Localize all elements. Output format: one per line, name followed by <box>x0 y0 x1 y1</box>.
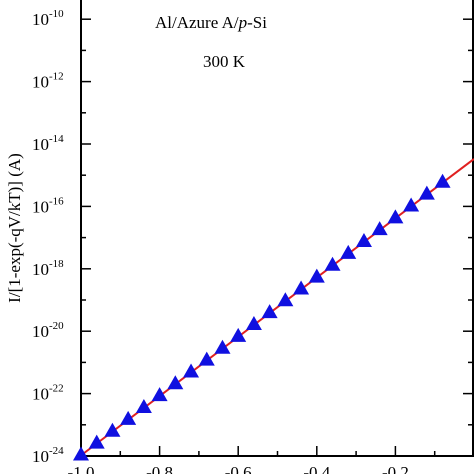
data-point <box>73 446 89 461</box>
data-point <box>293 280 310 295</box>
y-axis-label: I/[1-exp(-qV/kT)] (A) <box>5 153 24 303</box>
y-tick-label: 10-12 <box>32 71 64 92</box>
temperature-annotation: 300 K <box>203 52 246 71</box>
data-point <box>151 387 168 402</box>
data-point <box>261 304 278 319</box>
data-point <box>120 410 137 425</box>
data-point <box>230 327 247 342</box>
data-point <box>135 399 152 414</box>
data-point <box>183 363 200 378</box>
y-tick-label: 10-22 <box>32 383 64 404</box>
data-point <box>324 256 341 271</box>
data-marks <box>73 158 474 461</box>
data-point <box>418 185 435 200</box>
data-point <box>403 197 420 212</box>
y-tick-label: 10-24 <box>32 445 64 466</box>
y-tick-label: 10-10 <box>32 8 64 29</box>
data-point <box>88 434 105 449</box>
y-tick-label: 10-20 <box>32 320 64 341</box>
y-tick-label: 10-18 <box>32 258 64 279</box>
data-point <box>340 244 357 259</box>
y-tick-label: 10-16 <box>32 195 64 216</box>
data-point <box>371 221 388 236</box>
data-point <box>214 339 231 354</box>
data-point <box>355 233 372 248</box>
data-point <box>245 316 262 331</box>
axes: 10-24 10-22 10-20 10-18 10-16 10-14 10-12 10-10… <box>32 0 474 474</box>
data-point <box>434 173 451 188</box>
sample-annotation: Al/Azure A/p-Si <box>155 13 267 32</box>
y-tick-label: 10-14 <box>32 133 64 154</box>
x-tick-label: -0.2 <box>382 463 409 474</box>
data-point <box>167 375 184 390</box>
x-tick-label: -0.4 <box>303 463 330 474</box>
x-tick-label: -0.6 <box>225 463 252 474</box>
data-point <box>104 422 121 437</box>
x-tick-label: -0.8 <box>146 463 173 474</box>
data-point <box>277 292 294 307</box>
data-point <box>387 209 404 224</box>
x-tick-label: -1.0 <box>68 463 95 474</box>
data-point <box>198 351 215 366</box>
data-point <box>308 268 325 283</box>
